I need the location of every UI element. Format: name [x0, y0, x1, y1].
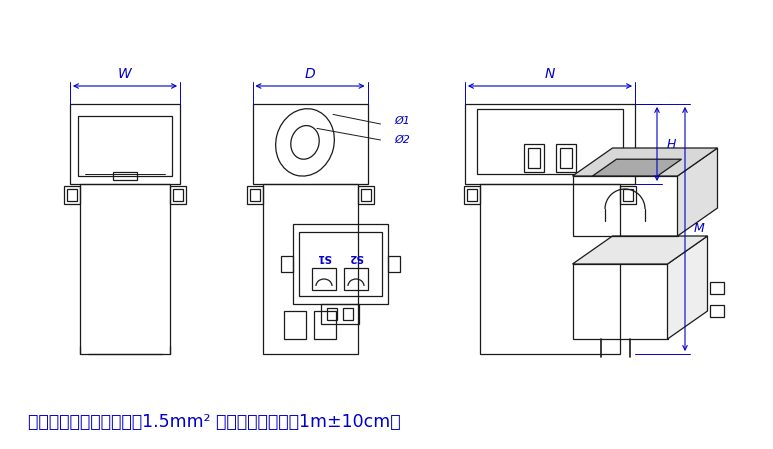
Bar	[556, 144, 576, 172]
Bar	[80, 184, 170, 354]
Bar	[710, 282, 724, 294]
Bar	[314, 311, 336, 339]
Bar	[78, 116, 172, 176]
Bar	[344, 268, 368, 290]
Bar	[281, 256, 292, 272]
Bar	[467, 189, 477, 201]
Bar	[573, 176, 677, 236]
Bar	[321, 304, 359, 324]
Bar	[560, 148, 572, 168]
Polygon shape	[668, 236, 707, 339]
Bar	[298, 232, 382, 296]
Text: H: H	[666, 137, 676, 150]
Bar	[477, 109, 623, 174]
Bar	[170, 186, 186, 204]
Bar	[253, 104, 367, 184]
Bar	[67, 189, 77, 201]
Bar	[623, 189, 633, 201]
Bar	[250, 189, 260, 201]
Polygon shape	[573, 148, 717, 176]
Text: Ø1: Ø1	[394, 116, 410, 126]
Polygon shape	[592, 159, 682, 176]
Bar	[284, 311, 306, 339]
Bar	[710, 304, 724, 317]
Text: 注：互感器二次引出线为1.5mm² 导线，标配长度为1m±10cm。: 注：互感器二次引出线为1.5mm² 导线，标配长度为1m±10cm。	[28, 413, 400, 431]
Text: M: M	[693, 223, 704, 235]
Text: D: D	[305, 67, 315, 81]
Bar	[173, 189, 183, 201]
Bar	[573, 264, 668, 339]
Polygon shape	[677, 148, 717, 236]
Bar	[327, 308, 337, 320]
Text: S2: S2	[349, 252, 363, 262]
Text: S1: S1	[317, 252, 332, 262]
Bar	[263, 184, 357, 354]
Text: W: W	[118, 67, 132, 81]
Bar	[292, 224, 387, 304]
Bar	[113, 172, 137, 180]
Bar	[524, 144, 544, 172]
Bar	[64, 186, 80, 204]
Text: Ø2: Ø2	[394, 135, 410, 145]
Bar	[247, 186, 263, 204]
Polygon shape	[573, 236, 707, 264]
Bar	[360, 189, 370, 201]
Bar	[312, 268, 336, 290]
Text: N: N	[545, 67, 555, 81]
Bar	[465, 104, 635, 184]
Bar	[480, 184, 620, 354]
Bar	[343, 308, 353, 320]
Bar	[387, 256, 400, 272]
Bar	[357, 186, 373, 204]
Bar	[464, 186, 480, 204]
Bar	[528, 148, 540, 168]
Bar	[70, 104, 180, 184]
Bar	[620, 186, 636, 204]
